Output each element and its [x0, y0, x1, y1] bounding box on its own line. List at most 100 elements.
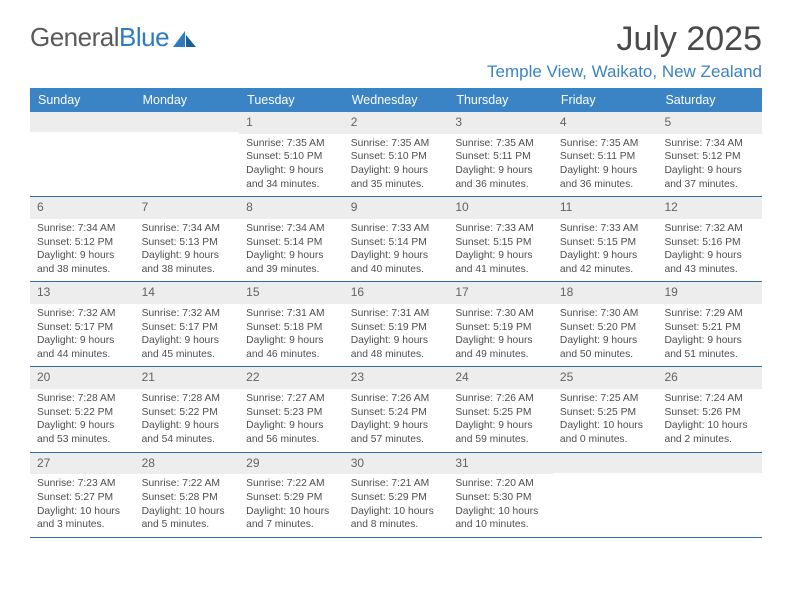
day-number: 29	[239, 453, 344, 475]
day-cell: 29Sunrise: 7:22 AMSunset: 5:29 PMDayligh…	[239, 453, 344, 537]
daylight-line: Daylight: 10 hours and 3 minutes.	[37, 505, 128, 532]
daylight-line: Daylight: 10 hours and 10 minutes.	[455, 505, 546, 532]
day-number: 12	[657, 197, 762, 219]
sunset-line: Sunset: 5:14 PM	[246, 236, 337, 250]
day-cell	[553, 453, 658, 537]
daylight-line: Daylight: 9 hours and 37 minutes.	[664, 164, 755, 191]
daylight-line: Daylight: 10 hours and 2 minutes.	[664, 419, 755, 446]
day-number: 20	[30, 367, 135, 389]
day-cell: 24Sunrise: 7:26 AMSunset: 5:25 PMDayligh…	[448, 367, 553, 451]
day-number: 4	[553, 112, 658, 134]
sunset-line: Sunset: 5:25 PM	[560, 406, 651, 420]
day-cell: 12Sunrise: 7:32 AMSunset: 5:16 PMDayligh…	[657, 197, 762, 281]
day-number: 2	[344, 112, 449, 134]
day-number: 30	[344, 453, 449, 475]
daylight-line: Daylight: 9 hours and 35 minutes.	[351, 164, 442, 191]
day-cell: 2Sunrise: 7:35 AMSunset: 5:10 PMDaylight…	[344, 112, 449, 196]
day-cell: 23Sunrise: 7:26 AMSunset: 5:24 PMDayligh…	[344, 367, 449, 451]
header-bar: GeneralBlue July 2025 Temple View, Waika…	[30, 22, 762, 82]
calendar-page: GeneralBlue July 2025 Temple View, Waika…	[0, 0, 792, 558]
weekday-header-row: SundayMondayTuesdayWednesdayThursdayFrid…	[30, 88, 762, 112]
sunset-line: Sunset: 5:22 PM	[37, 406, 128, 420]
weekday-header: Saturday	[657, 88, 762, 112]
sunrise-line: Sunrise: 7:24 AM	[664, 392, 755, 406]
day-body: Sunrise: 7:21 AMSunset: 5:29 PMDaylight:…	[344, 474, 449, 536]
day-number	[657, 453, 762, 473]
daylight-line: Daylight: 9 hours and 46 minutes.	[246, 334, 337, 361]
day-cell	[657, 453, 762, 537]
day-body: Sunrise: 7:26 AMSunset: 5:25 PMDaylight:…	[448, 389, 553, 451]
daylight-line: Daylight: 9 hours and 43 minutes.	[664, 249, 755, 276]
day-body: Sunrise: 7:29 AMSunset: 5:21 PMDaylight:…	[657, 304, 762, 366]
sunset-line: Sunset: 5:19 PM	[455, 321, 546, 335]
day-body: Sunrise: 7:32 AMSunset: 5:16 PMDaylight:…	[657, 219, 762, 281]
month-title: July 2025	[487, 22, 762, 56]
daylight-line: Daylight: 10 hours and 8 minutes.	[351, 505, 442, 532]
day-number: 7	[135, 197, 240, 219]
day-number: 19	[657, 282, 762, 304]
sunrise-line: Sunrise: 7:33 AM	[455, 222, 546, 236]
daylight-line: Daylight: 9 hours and 48 minutes.	[351, 334, 442, 361]
day-body	[135, 132, 240, 182]
weekday-header: Monday	[135, 88, 240, 112]
daylight-line: Daylight: 9 hours and 36 minutes.	[455, 164, 546, 191]
sunrise-line: Sunrise: 7:34 AM	[37, 222, 128, 236]
day-cell: 27Sunrise: 7:23 AMSunset: 5:27 PMDayligh…	[30, 453, 135, 537]
day-body: Sunrise: 7:35 AMSunset: 5:10 PMDaylight:…	[344, 134, 449, 196]
day-number	[135, 112, 240, 132]
day-number: 13	[30, 282, 135, 304]
day-body: Sunrise: 7:35 AMSunset: 5:11 PMDaylight:…	[448, 134, 553, 196]
day-body: Sunrise: 7:32 AMSunset: 5:17 PMDaylight:…	[135, 304, 240, 366]
sunset-line: Sunset: 5:15 PM	[455, 236, 546, 250]
day-cell: 25Sunrise: 7:25 AMSunset: 5:25 PMDayligh…	[553, 367, 658, 451]
day-number: 23	[344, 367, 449, 389]
day-number: 11	[553, 197, 658, 219]
sunset-line: Sunset: 5:21 PM	[664, 321, 755, 335]
day-body: Sunrise: 7:34 AMSunset: 5:12 PMDaylight:…	[30, 219, 135, 281]
day-cell: 30Sunrise: 7:21 AMSunset: 5:29 PMDayligh…	[344, 453, 449, 537]
day-number: 18	[553, 282, 658, 304]
week-row: 27Sunrise: 7:23 AMSunset: 5:27 PMDayligh…	[30, 453, 762, 538]
day-number: 17	[448, 282, 553, 304]
sunrise-line: Sunrise: 7:30 AM	[560, 307, 651, 321]
daylight-line: Daylight: 9 hours and 49 minutes.	[455, 334, 546, 361]
sunrise-line: Sunrise: 7:21 AM	[351, 477, 442, 491]
day-cell: 3Sunrise: 7:35 AMSunset: 5:11 PMDaylight…	[448, 112, 553, 196]
sunset-line: Sunset: 5:23 PM	[246, 406, 337, 420]
day-cell: 22Sunrise: 7:27 AMSunset: 5:23 PMDayligh…	[239, 367, 344, 451]
day-cell: 11Sunrise: 7:33 AMSunset: 5:15 PMDayligh…	[553, 197, 658, 281]
day-number: 27	[30, 453, 135, 475]
daylight-line: Daylight: 9 hours and 56 minutes.	[246, 419, 337, 446]
sunset-line: Sunset: 5:18 PM	[246, 321, 337, 335]
day-body: Sunrise: 7:20 AMSunset: 5:30 PMDaylight:…	[448, 474, 553, 536]
day-body: Sunrise: 7:31 AMSunset: 5:19 PMDaylight:…	[344, 304, 449, 366]
sunrise-line: Sunrise: 7:23 AM	[37, 477, 128, 491]
day-cell: 28Sunrise: 7:22 AMSunset: 5:28 PMDayligh…	[135, 453, 240, 537]
sunset-line: Sunset: 5:29 PM	[351, 491, 442, 505]
daylight-line: Daylight: 9 hours and 36 minutes.	[560, 164, 651, 191]
day-cell: 31Sunrise: 7:20 AMSunset: 5:30 PMDayligh…	[448, 453, 553, 537]
sunset-line: Sunset: 5:20 PM	[560, 321, 651, 335]
day-number	[30, 112, 135, 132]
day-number	[553, 453, 658, 473]
day-cell: 4Sunrise: 7:35 AMSunset: 5:11 PMDaylight…	[553, 112, 658, 196]
day-cell: 16Sunrise: 7:31 AMSunset: 5:19 PMDayligh…	[344, 282, 449, 366]
sunset-line: Sunset: 5:28 PM	[142, 491, 233, 505]
sunset-line: Sunset: 5:25 PM	[455, 406, 546, 420]
day-number: 22	[239, 367, 344, 389]
sunrise-line: Sunrise: 7:26 AM	[455, 392, 546, 406]
day-body: Sunrise: 7:30 AMSunset: 5:19 PMDaylight:…	[448, 304, 553, 366]
day-body: Sunrise: 7:35 AMSunset: 5:10 PMDaylight:…	[239, 134, 344, 196]
daylight-line: Daylight: 10 hours and 5 minutes.	[142, 505, 233, 532]
sunrise-line: Sunrise: 7:25 AM	[560, 392, 651, 406]
sunrise-line: Sunrise: 7:31 AM	[246, 307, 337, 321]
day-body: Sunrise: 7:30 AMSunset: 5:20 PMDaylight:…	[553, 304, 658, 366]
weeks-container: 1Sunrise: 7:35 AMSunset: 5:10 PMDaylight…	[30, 112, 762, 538]
day-body	[657, 473, 762, 523]
day-body: Sunrise: 7:25 AMSunset: 5:25 PMDaylight:…	[553, 389, 658, 451]
sunrise-line: Sunrise: 7:34 AM	[246, 222, 337, 236]
day-cell: 5Sunrise: 7:34 AMSunset: 5:12 PMDaylight…	[657, 112, 762, 196]
day-number: 26	[657, 367, 762, 389]
sunrise-line: Sunrise: 7:35 AM	[246, 137, 337, 151]
day-number: 1	[239, 112, 344, 134]
